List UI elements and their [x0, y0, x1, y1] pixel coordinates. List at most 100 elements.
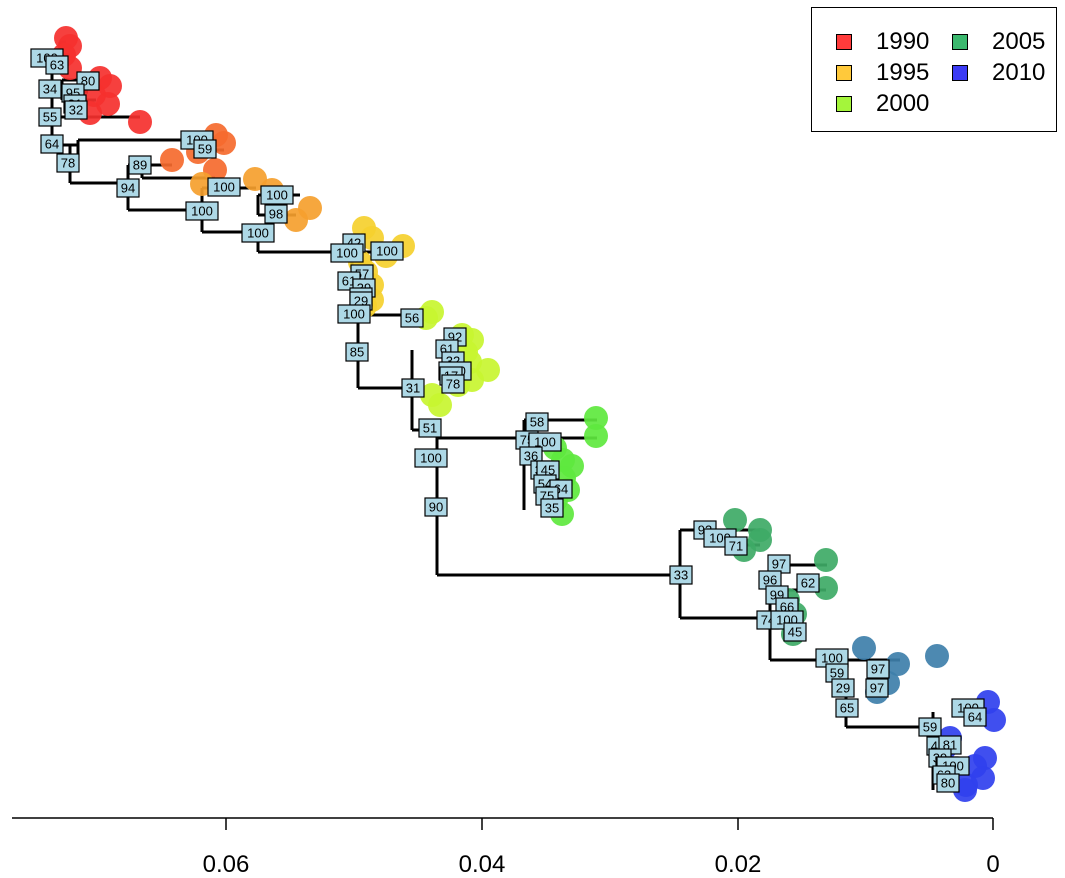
- bootstrap-value: 59: [830, 666, 844, 681]
- tip-marker: [420, 383, 444, 407]
- bootstrap-label: 100: [414, 448, 448, 468]
- bootstrap-label: 78: [56, 153, 80, 173]
- legend-swatch: [836, 34, 852, 50]
- tip-marker: [925, 644, 949, 668]
- bootstrap-label: 100: [815, 648, 849, 668]
- tip-marker: [852, 636, 876, 660]
- bootstrap-value: 89: [133, 158, 147, 173]
- bootstrap-label: 100: [260, 185, 294, 205]
- bootstrap-value: 100: [247, 226, 269, 241]
- bootstrap-value: 97: [871, 662, 885, 677]
- bootstrap-value: 100: [213, 180, 235, 195]
- bootstrap-box: [831, 678, 855, 698]
- bootstrap-label: 56: [400, 308, 424, 328]
- bootstrap-label: 64: [40, 134, 64, 154]
- tip-marker: [584, 424, 608, 448]
- bootstrap-label: 100: [370, 241, 404, 261]
- bootstrap-value: 29: [836, 681, 850, 696]
- bootstrap-label: 61: [337, 271, 361, 291]
- legend-swatch: [952, 34, 968, 50]
- bootstrap-label: 97: [865, 678, 889, 698]
- bootstrap-box: [345, 342, 369, 362]
- bootstrap-value: 94: [121, 181, 135, 196]
- bootstrap-value: 32: [69, 103, 83, 118]
- bootstrap-label: 85: [345, 342, 369, 362]
- bootstrap-box: [936, 773, 960, 793]
- bootstrap-value: 64: [45, 137, 59, 152]
- bootstrap-value: 31: [406, 381, 420, 396]
- legend-item-2010: 2010: [952, 59, 1045, 87]
- bootstrap-value: 71: [729, 539, 743, 554]
- tip-marker: [982, 708, 1006, 732]
- tree-branch: [437, 528, 772, 660]
- bootstrap-box: [669, 565, 693, 585]
- bootstrap-box: [330, 243, 364, 263]
- bootstrap-box: [835, 698, 859, 718]
- legend-label: 2000: [876, 90, 930, 117]
- bootstrap-box: [264, 204, 288, 224]
- bootstrap-label: 71: [724, 536, 748, 556]
- bootstrap-box: [45, 55, 69, 75]
- legend-swatch: [836, 65, 852, 81]
- bootstrap-box: [38, 107, 62, 127]
- bootstrap-box: [64, 100, 88, 120]
- bootstrap-value: 100: [191, 204, 213, 219]
- bootstrap-value: 36: [524, 449, 538, 464]
- bootstrap-box: [424, 497, 448, 517]
- bootstrap-label: 59: [825, 663, 849, 683]
- tip-marker: [814, 576, 838, 600]
- bootstrap-value: 34: [43, 82, 57, 97]
- x-tick-label: 0.04: [459, 851, 506, 878]
- bootstrap-label: 31: [401, 378, 425, 398]
- bootstrap-box: [56, 153, 80, 173]
- bootstrap-label: 78: [441, 374, 465, 394]
- bootstrap-box: [796, 573, 820, 593]
- bootstrap-label: 32: [64, 100, 88, 120]
- bootstrap-labels: 1006380349531325564781005989941001009810…: [30, 48, 987, 793]
- bootstrap-label: 35: [540, 498, 564, 518]
- bootstrap-value: 64: [968, 710, 982, 725]
- legend-item-1995: 1995: [836, 59, 929, 87]
- bootstrap-value: 33: [674, 568, 688, 583]
- bootstrap-label: 97: [866, 659, 890, 679]
- bootstrap-value: 78: [61, 156, 75, 171]
- tip-marker: [128, 110, 152, 134]
- bootstrap-label: 63: [45, 55, 69, 75]
- tip-marker: [284, 208, 308, 232]
- tip-marker: [814, 548, 838, 572]
- bootstrap-value: 45: [541, 463, 555, 478]
- bootstrap-label: 33: [669, 565, 693, 585]
- bootstrap-box: [724, 536, 748, 556]
- bootstrap-value: 98: [269, 207, 283, 222]
- legend: 1990 1995 2000 2005 2010: [811, 7, 1057, 132]
- bootstrap-label: 55: [38, 107, 62, 127]
- bootstrap-value: 100: [266, 188, 288, 203]
- bootstrap-value: 62: [801, 576, 815, 591]
- bootstrap-value: 85: [350, 345, 364, 360]
- x-tick-label: 0: [986, 851, 999, 878]
- bootstrap-box: [918, 717, 942, 737]
- bootstrap-value: 78: [446, 377, 460, 392]
- bootstrap-label: 80: [936, 773, 960, 793]
- bootstrap-box: [414, 448, 448, 468]
- bootstrap-label: 59: [193, 139, 217, 159]
- bootstrap-value: 90: [429, 500, 443, 515]
- bootstrap-box: [38, 79, 62, 99]
- bootstrap-label: 94: [116, 178, 140, 198]
- bootstrap-box: [260, 185, 294, 205]
- legend-item-2005: 2005: [952, 28, 1045, 56]
- legend-label: 1990: [876, 28, 930, 55]
- tip-marker: [886, 652, 910, 676]
- bootstrap-value: 80: [941, 776, 955, 791]
- bootstrap-value: 56: [405, 311, 419, 326]
- bootstrap-value: 100: [420, 451, 442, 466]
- bootstrap-value: 100: [336, 246, 358, 261]
- bootstrap-label: 65: [835, 698, 859, 718]
- bootstrap-box: [128, 155, 152, 175]
- legend-swatch: [836, 96, 852, 112]
- bootstrap-value: 55: [43, 110, 57, 125]
- bootstrap-label: 62: [796, 573, 820, 593]
- legend-item-2000: 2000: [836, 90, 929, 118]
- x-axis: 0.06 0.04 0.02 0: [12, 817, 1000, 878]
